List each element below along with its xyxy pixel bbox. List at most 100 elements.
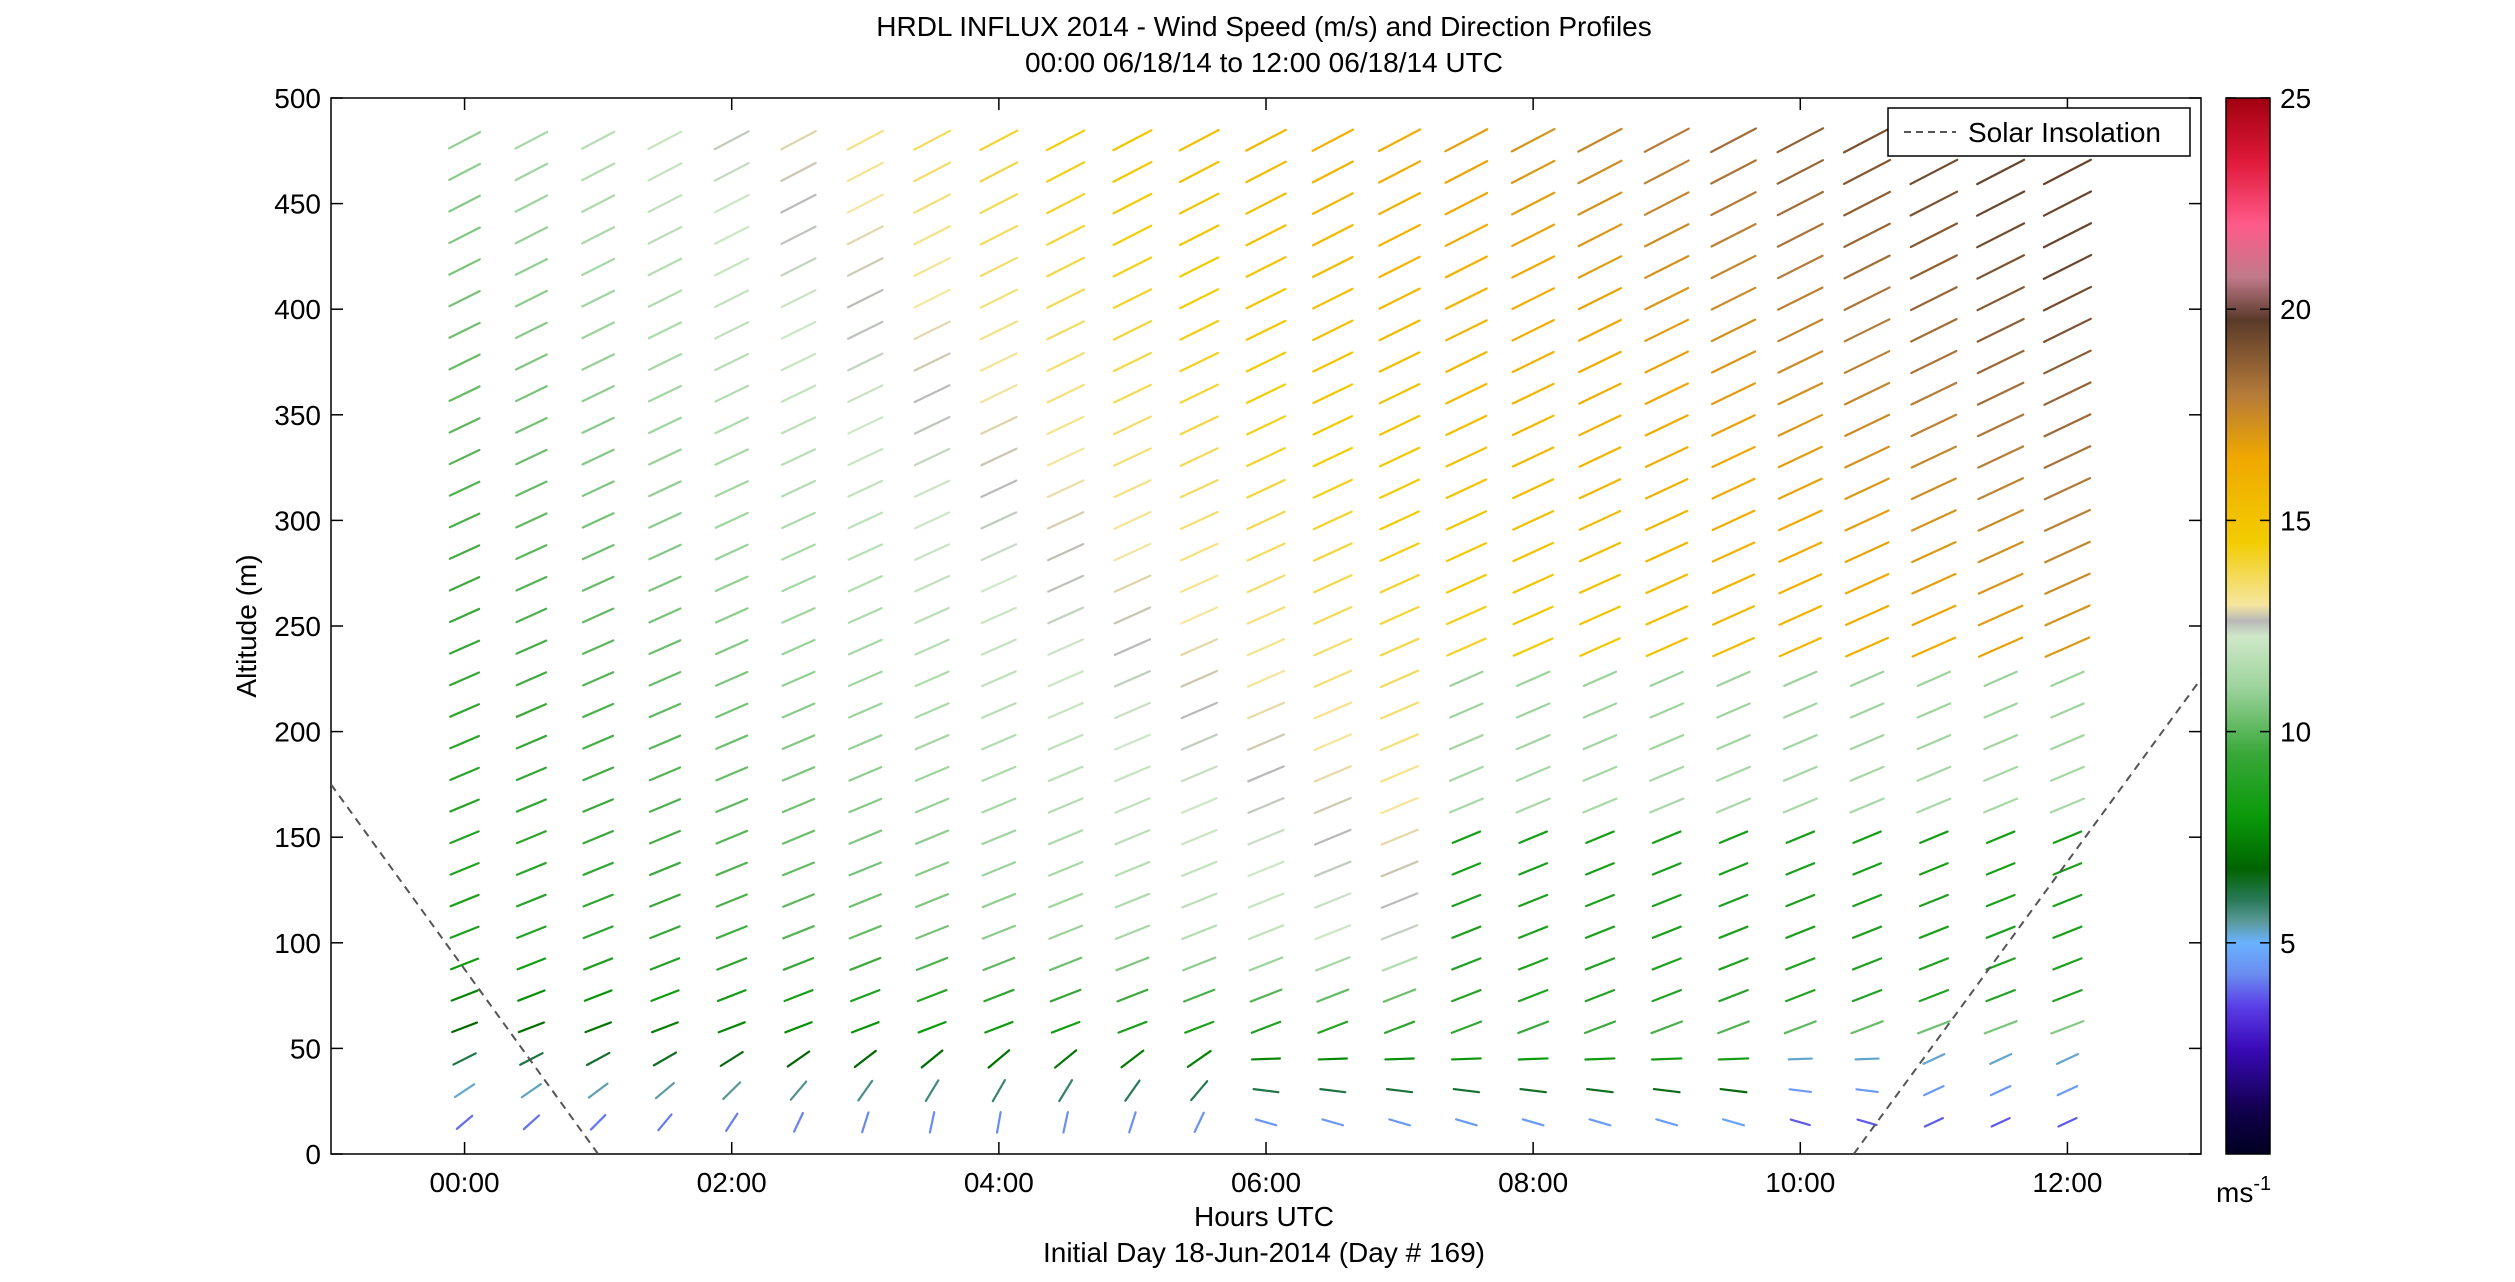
wind-vector: [581, 416, 615, 434]
wind-vector: [449, 925, 480, 939]
wind-vectors: [448, 126, 2093, 1134]
wind-vector: [2055, 1052, 2079, 1065]
wind-vector: [1379, 574, 1420, 594]
wind-vector: [915, 924, 949, 940]
wind-vector: [717, 1021, 746, 1034]
wind-vector: [647, 162, 683, 182]
wind-vector: [519, 1052, 544, 1066]
wind-vector: [781, 638, 816, 656]
wind-vector: [1047, 606, 1085, 625]
wind-vector: [781, 829, 816, 845]
wind-vector: [1246, 447, 1286, 468]
wind-vector: [1909, 190, 1959, 217]
wind-vector: [913, 384, 951, 404]
wind-vector: [1645, 541, 1689, 563]
wind-vector: [1245, 256, 1287, 278]
wind-vector: [979, 288, 1018, 309]
wind-vector: [1584, 925, 1616, 939]
wind-vector: [857, 1079, 874, 1102]
colorbar-tick-label: 25: [2280, 83, 2311, 114]
wind-vector: [1918, 988, 1950, 1003]
wind-vector: [1451, 925, 1482, 939]
wind-vector: [516, 925, 547, 939]
x-tick-label: 00:00: [430, 1167, 500, 1198]
wind-vector: [981, 924, 1017, 940]
wind-vector: [2042, 222, 2093, 249]
wind-vector: [1182, 988, 1216, 1003]
wind-vector: [1710, 318, 1757, 343]
wind-vector: [1515, 670, 1551, 687]
wind-vector: [1190, 1080, 1209, 1102]
wind-vector: [448, 417, 481, 434]
wind-vector: [450, 989, 479, 1002]
wind-vector: [1644, 446, 1689, 468]
wind-vector: [1783, 670, 1818, 687]
wind-vector: [1789, 1118, 1811, 1127]
wind-vector: [2050, 702, 2085, 719]
wind-vector: [1710, 350, 1757, 374]
wind-vector: [514, 162, 549, 182]
wind-vector: [1578, 414, 1622, 437]
wind-vector: [981, 797, 1017, 814]
wind-vector: [1179, 288, 1220, 310]
wind-vector: [514, 289, 548, 308]
wind-vector: [647, 353, 683, 371]
x-tick-label: 04:00: [964, 1167, 1034, 1198]
wind-vector: [1718, 957, 1749, 971]
wind-vector: [1718, 893, 1749, 908]
wind-vector: [515, 544, 548, 561]
wind-vector: [515, 766, 547, 782]
wind-vector: [789, 1080, 808, 1101]
wind-vector: [1778, 509, 1823, 532]
wind-vector: [1313, 733, 1353, 751]
wind-vector: [1247, 828, 1285, 846]
wind-vector: [1976, 381, 2025, 406]
wind-vector: [1909, 222, 1959, 249]
wind-vector: [1179, 256, 1220, 278]
wind-vector: [1643, 191, 1690, 216]
wind-vector: [1910, 477, 1957, 501]
wind-vector: [1378, 223, 1421, 247]
wind-vector: [581, 353, 615, 371]
wind-vector: [1312, 319, 1354, 342]
wind-vector: [1785, 830, 1816, 844]
wind-vector: [648, 512, 682, 529]
wind-vector: [980, 606, 1017, 625]
wind-vector: [982, 956, 1016, 972]
wind-vector: [1711, 414, 1756, 437]
wind-vector: [848, 765, 883, 782]
wind-vector: [1378, 255, 1421, 279]
wind-vector: [1977, 572, 2024, 595]
wind-vector: [1124, 1079, 1141, 1102]
wind-vector: [991, 1079, 1007, 1103]
wind-vector: [1245, 224, 1287, 247]
wind-vector: [1382, 988, 1417, 1003]
wind-vector: [847, 670, 883, 687]
wind-vector: [1918, 925, 1949, 939]
wind-vector: [1588, 1118, 1612, 1127]
wind-vector: [1849, 797, 1885, 814]
wind-vector: [912, 129, 952, 151]
wind-vector: [913, 161, 952, 183]
wind-vector: [1710, 254, 1757, 280]
wind-vector: [517, 1021, 545, 1034]
wind-vector: [580, 130, 616, 150]
wind-vector: [1112, 129, 1153, 152]
wind-vector: [1577, 255, 1623, 279]
wind-vector: [1855, 1088, 1879, 1094]
wind-vector: [648, 607, 682, 624]
wind-vector: [515, 734, 548, 750]
wind-vector: [1778, 605, 1823, 626]
wind-vector: [1777, 413, 1823, 437]
wind-vector: [2052, 862, 2083, 876]
wind-vector: [1450, 1020, 1483, 1035]
wind-vector: [1578, 541, 1622, 563]
wind-vector: [1378, 319, 1421, 342]
wind-vector: [980, 543, 1018, 562]
wind-vector: [1312, 446, 1354, 468]
colorbar-gradient: [2225, 97, 2271, 1155]
wind-vector: [1511, 287, 1555, 311]
wind-vector: [1179, 447, 1219, 467]
wind-vector: [1049, 988, 1082, 1003]
